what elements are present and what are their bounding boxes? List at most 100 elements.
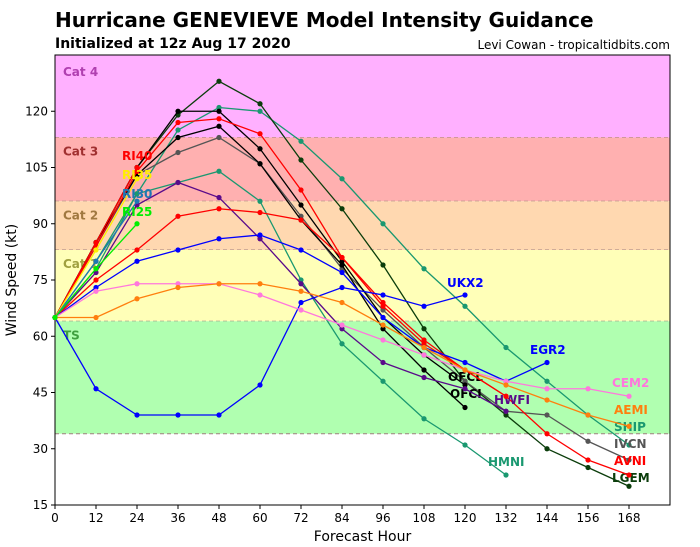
- x-tick-label: 60: [252, 511, 267, 525]
- data-point-egr2: [462, 359, 468, 366]
- data-point-avni: [175, 119, 181, 126]
- data-point-hmni: [503, 472, 509, 478]
- data-point-ship: [216, 104, 222, 111]
- data-point-dshp: [298, 217, 304, 223]
- x-tick-label: 156: [577, 511, 600, 525]
- data-point-egr2: [257, 232, 263, 238]
- y-axis-label: Wind Speed (kt): [4, 224, 20, 337]
- series-label-ivcn: IVCN: [614, 437, 647, 451]
- x-axis-label: Forecast Hour: [314, 529, 412, 545]
- band-ts: [55, 321, 670, 434]
- data-point-lgem: [339, 206, 345, 212]
- data-point-ofci: [257, 161, 263, 167]
- y-tick-label: 30: [33, 442, 48, 456]
- data-point-aemi: [626, 423, 632, 429]
- series-label-hmni: HMNI: [488, 455, 525, 469]
- data-point-ship: [503, 344, 509, 351]
- y-tick-label: 105: [25, 161, 48, 175]
- series-line-hmni: [54, 170, 507, 476]
- data-point-hwfi: [216, 194, 222, 201]
- data-point-ofci: [421, 367, 427, 373]
- x-tick-label: 144: [536, 511, 559, 525]
- data-point-avni: [257, 131, 263, 137]
- data-point-hwfi: [175, 179, 181, 186]
- x-tick-label: 168: [618, 511, 641, 525]
- data-point-ship: [544, 378, 550, 384]
- data-point-ship: [257, 108, 263, 114]
- data-point-cem2: [544, 386, 550, 392]
- data-point-hwfi: [462, 386, 468, 392]
- series-line-dshp: [54, 208, 507, 397]
- series-label-avni: AVNI: [614, 454, 646, 468]
- data-point-ukx2: [380, 292, 386, 298]
- band-cat-2: [55, 201, 670, 250]
- data-point-ri30: [134, 198, 140, 204]
- data-point-ivcn: [462, 378, 468, 384]
- band-cat-3: [55, 137, 670, 202]
- series-label-ri40: RI40: [122, 149, 152, 163]
- data-point-dshp: [93, 277, 99, 283]
- data-point-ri25: [52, 314, 58, 321]
- series-line-hwfi: [54, 181, 507, 412]
- series-label-ri30: RI30: [122, 187, 152, 201]
- data-point-ship: [626, 442, 632, 448]
- data-point-ship: [380, 221, 386, 227]
- x-tick-label: 24: [129, 511, 144, 525]
- data-point-ship: [339, 176, 345, 182]
- data-point-ship: [462, 303, 468, 309]
- data-point-egr2: [380, 314, 386, 321]
- data-point-ivcn: [175, 149, 181, 156]
- data-point-cem2: [585, 386, 591, 392]
- data-point-aemi: [175, 284, 181, 291]
- data-point-cem2: [93, 288, 99, 294]
- data-point-dshp: [257, 209, 263, 216]
- data-point-ivcn: [544, 412, 550, 418]
- band-cat-1: [55, 250, 670, 322]
- data-point-ri35: [93, 247, 99, 253]
- data-point-hwfi: [421, 374, 427, 381]
- data-point-aemi: [380, 322, 386, 328]
- band-label: Cat 4: [63, 65, 98, 79]
- data-point-aemi: [298, 288, 304, 294]
- y-tick-label: 90: [33, 217, 48, 231]
- series-label-egr2: EGR2: [530, 343, 566, 357]
- data-point-aemi: [93, 314, 99, 321]
- data-point-cem2: [421, 352, 427, 358]
- data-point-ofcl: [175, 108, 181, 114]
- data-point-hwfi: [380, 359, 386, 366]
- data-point-ivcn: [380, 307, 386, 313]
- data-point-egr2: [216, 236, 222, 242]
- data-point-ofcl: [216, 108, 222, 114]
- data-point-egr2: [544, 359, 550, 366]
- x-tick-label: 12: [88, 511, 103, 525]
- data-point-ship: [175, 127, 181, 133]
- series-label-ri25: RI25: [122, 205, 152, 219]
- data-point-avni: [585, 457, 591, 463]
- data-point-hmni: [339, 341, 345, 347]
- data-point-lgem: [257, 101, 263, 107]
- series-label-lgem: LGEM: [612, 471, 650, 485]
- data-point-ukx2: [175, 412, 181, 418]
- data-point-ship: [421, 266, 427, 272]
- data-point-hmni: [380, 378, 386, 384]
- data-point-hmni: [462, 442, 468, 448]
- data-point-lgem: [626, 483, 632, 489]
- data-point-dshp: [134, 247, 140, 253]
- data-point-ship: [298, 138, 304, 144]
- data-point-ofcl: [298, 202, 304, 208]
- data-point-ukx2: [462, 292, 468, 298]
- data-point-lgem: [503, 412, 509, 418]
- data-point-aemi: [503, 382, 509, 388]
- y-tick-label: 60: [33, 329, 48, 343]
- data-point-cem2: [175, 281, 181, 287]
- data-point-dshp: [175, 213, 181, 219]
- data-point-aemi: [339, 299, 345, 306]
- data-point-ofci: [175, 134, 181, 141]
- data-point-aemi: [257, 281, 263, 287]
- data-point-ukx2: [339, 284, 345, 291]
- data-point-ukx2: [216, 412, 222, 418]
- data-point-ofci: [339, 262, 345, 268]
- data-point-dshp: [503, 393, 509, 399]
